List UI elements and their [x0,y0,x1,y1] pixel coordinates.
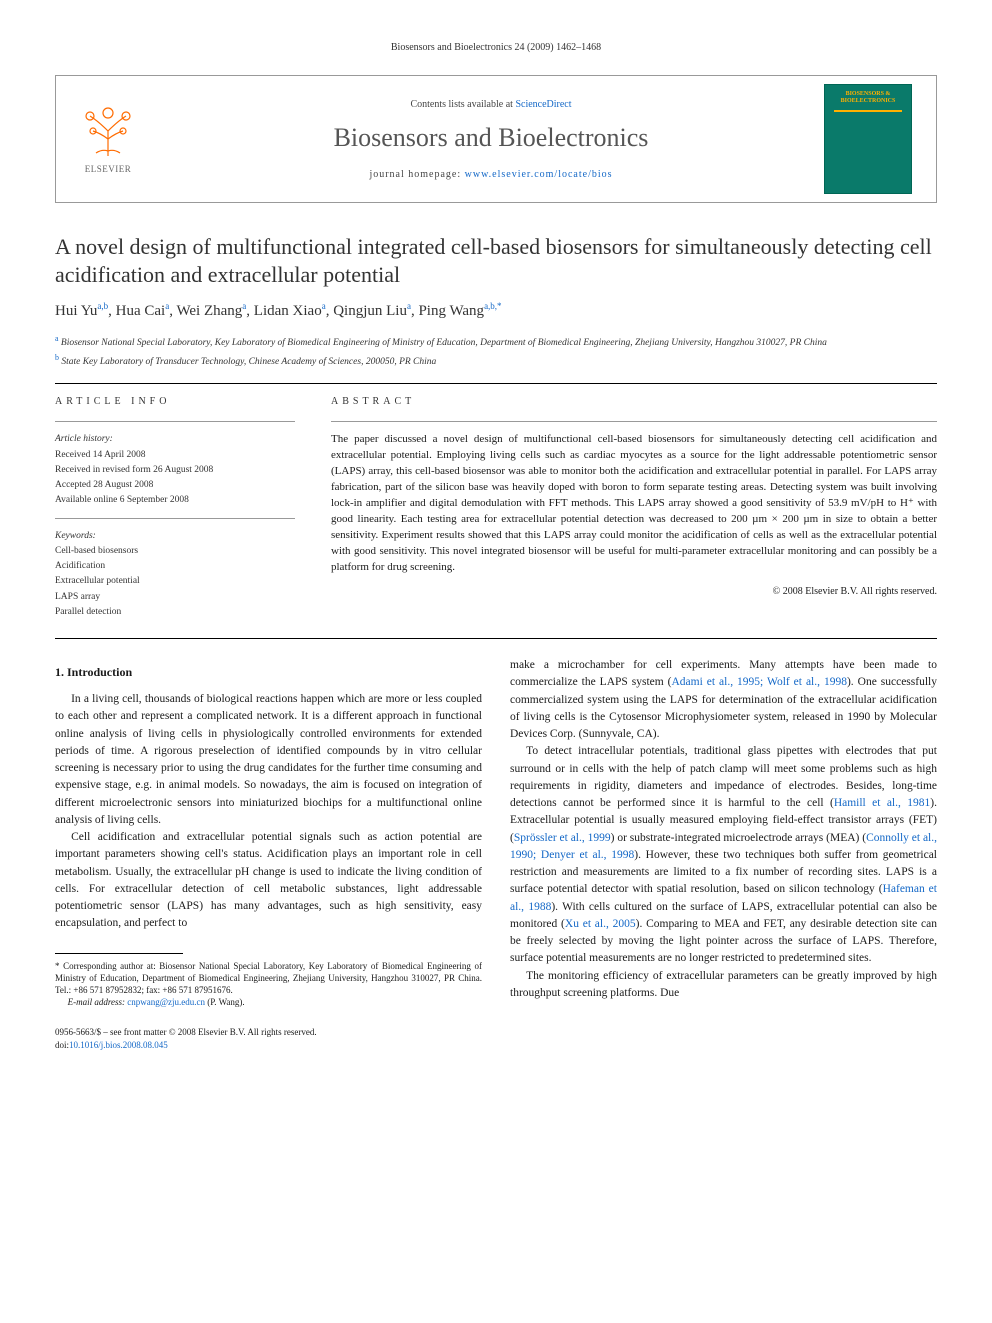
journal-name: Biosensors and Bioelectronics [174,118,808,157]
mid-rule [55,638,937,639]
body-para: In a living cell, thousands of biologica… [55,691,482,829]
page-footer: 0956-5663/$ – see front matter © 2008 El… [55,1026,937,1051]
author-affil-sup: a [242,301,246,311]
author-affil-sup: a,b [97,301,108,311]
author-affil-sup: a,b,* [484,301,502,311]
author: Qingjun Liua [333,303,411,319]
keyword: Cell-based biosensors [55,544,295,558]
abstract-text: The paper discussed a novel design of mu… [331,432,937,575]
email-footnote: E-mail address: cnpwang@zju.edu.cn (P. W… [55,996,482,1008]
contents-line: Contents lists available at ScienceDirec… [174,97,808,112]
author: Hua Caia [116,303,170,319]
author-affil-sup: a [407,301,411,311]
body-text: 1. Introduction In a living cell, thousa… [55,657,937,1008]
doi-prefix: doi: [55,1040,69,1050]
section-1-heading: 1. Introduction [55,663,482,681]
sub-rule [55,421,295,422]
citation-link[interactable]: Adami et al., 1995; Wolf et al., 1998 [672,676,847,688]
thumb-body [834,110,903,193]
history-label: Article history: [55,432,295,446]
history-item: Accepted 28 August 2008 [55,478,295,492]
email-suffix: (P. Wang). [205,997,245,1007]
history-item: Available online 6 September 2008 [55,493,295,507]
doi-link[interactable]: 10.1016/j.bios.2008.08.045 [69,1040,168,1050]
affiliation: a Biosensor National Special Laboratory,… [55,333,937,350]
keyword: LAPS array [55,590,295,604]
keyword: Acidification [55,559,295,573]
keyword: Parallel detection [55,605,295,619]
issn-line: 0956-5663/$ – see front matter © 2008 El… [55,1026,937,1039]
sciencedirect-link[interactable]: ScienceDirect [515,99,571,110]
journal-header: ELSEVIER Contents lists available at Sci… [55,75,937,203]
citation-link[interactable]: Hamill et al., 1981 [834,797,930,809]
sub-rule [331,421,937,422]
rule [55,383,937,384]
author-affil-sup: a [322,301,326,311]
homepage-prefix: journal homepage: [369,169,464,180]
publisher-name: ELSEVIER [85,163,132,177]
author: Ping Wanga,b,* [418,303,501,319]
author: Lidan Xiaoa [254,303,326,319]
keywords-label: Keywords: [55,529,295,543]
email-link[interactable]: cnpwang@zju.edu.cn [127,997,205,1007]
elsevier-logo: ELSEVIER [68,94,148,184]
affiliation: b State Key Laboratory of Transducer Tec… [55,352,937,369]
email-label: E-mail address: [68,997,128,1007]
journal-homepage: journal homepage: www.elsevier.com/locat… [174,167,808,182]
running-head: Biosensors and Bioelectronics 24 (2009) … [55,40,937,55]
citation-link[interactable]: Sprössler et al., 1999 [514,832,611,844]
keyword: Extracellular potential [55,574,295,588]
contents-prefix: Contents lists available at [410,99,515,110]
journal-cover-thumb: BIOSENSORS & BIOELECTRONICS [824,84,912,194]
history-item: Received 14 April 2008 [55,448,295,462]
thumb-title: BIOSENSORS & BIOELECTRONICS [825,91,911,104]
history-item: Received in revised form 26 August 2008 [55,463,295,477]
author-affil-sup: a [165,301,169,311]
footnote-rule [55,953,183,954]
author: Hui Yua,b [55,303,108,319]
author: Wei Zhanga [176,303,246,319]
body-para: make a microchamber for cell experiments… [510,657,937,743]
corresponding-author-footnote: * Corresponding author at: Biosensor Nat… [55,960,482,996]
citation-link[interactable]: Xu et al., 2005 [565,918,636,930]
sub-rule [55,518,295,519]
article-title: A novel design of multifunctional integr… [55,233,937,288]
body-para: To detect intracellular potentials, trad… [510,743,937,967]
article-info-heading: article info [55,394,295,409]
homepage-link[interactable]: www.elsevier.com/locate/bios [465,169,613,180]
abstract-column: abstract The paper discussed a novel des… [331,394,937,620]
corr-label: * Corresponding author at: [55,961,159,971]
abstract-copyright: © 2008 Elsevier B.V. All rights reserved… [331,584,937,599]
authors: Hui Yua,b, Hua Caia, Wei Zhanga, Lidan X… [55,300,937,323]
p4-mid2: ) or substrate-integrated microelectrode… [611,832,866,844]
elsevier-tree-icon [78,101,138,161]
body-para: Cell acidification and extracellular pot… [55,829,482,933]
article-info-column: article info Article history: Received 1… [55,394,295,620]
abstract-heading: abstract [331,394,937,409]
body-para: The monitoring efficiency of extracellul… [510,968,937,1003]
